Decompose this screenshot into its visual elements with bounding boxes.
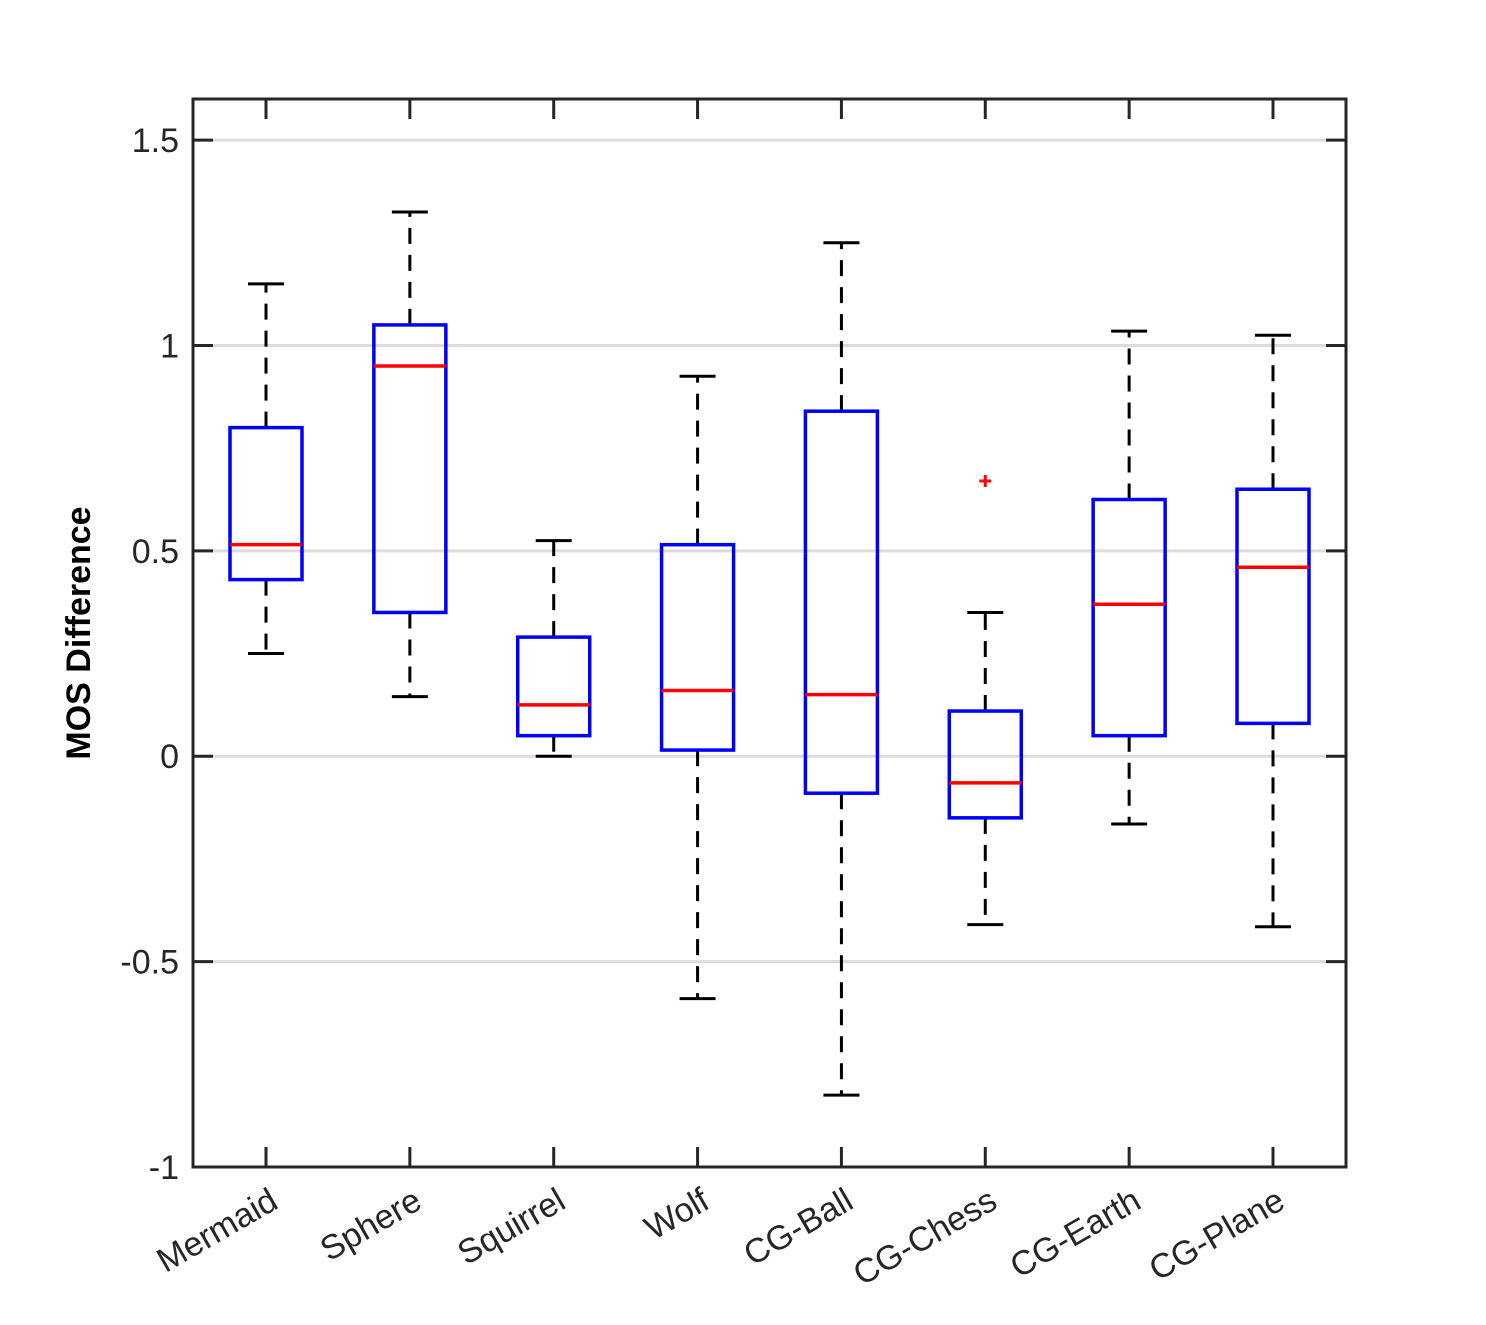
x-tick-label: CG-Ball xyxy=(737,1181,859,1273)
x-tick-label: CG-Plane xyxy=(1143,1181,1291,1289)
y-tick-label: -0.5 xyxy=(120,944,179,982)
box-iqr xyxy=(947,709,1024,820)
box-iqr xyxy=(1091,497,1167,738)
x-tick-label: Mermaid xyxy=(150,1181,284,1280)
y-tick-label: 0 xyxy=(160,738,179,776)
x-tick-label: Wolf xyxy=(638,1181,716,1248)
box-iqr xyxy=(659,542,736,752)
box-iqr xyxy=(228,425,304,582)
box-iqr xyxy=(515,635,592,738)
y-axis-label: MOS Difference xyxy=(60,506,98,759)
x-tick-label: CG-Chess xyxy=(847,1181,1003,1293)
plot-frame xyxy=(191,97,1348,1169)
tick-labels: -1 -0.5 0 0.5 1 1.5 Mermaid Sphere Squirrel Wolf C… xyxy=(120,122,1291,1293)
box-series xyxy=(228,210,1311,1097)
box-iqr xyxy=(372,323,448,615)
y-tick-label: 1 xyxy=(160,327,179,365)
x-tick-label: Sphere xyxy=(314,1181,428,1269)
x-tick-label: Squirrel xyxy=(451,1181,571,1272)
x-tick-label: CG-Earth xyxy=(1004,1181,1147,1286)
y-tick-label: 0.5 xyxy=(132,533,179,571)
axes xyxy=(191,97,1348,1169)
y-tick-label: -1 xyxy=(149,1149,179,1187)
grid-lines xyxy=(193,138,1346,964)
box-iqr xyxy=(1235,487,1311,726)
y-tick-label: 1.5 xyxy=(132,122,179,160)
box-iqr xyxy=(803,409,880,795)
